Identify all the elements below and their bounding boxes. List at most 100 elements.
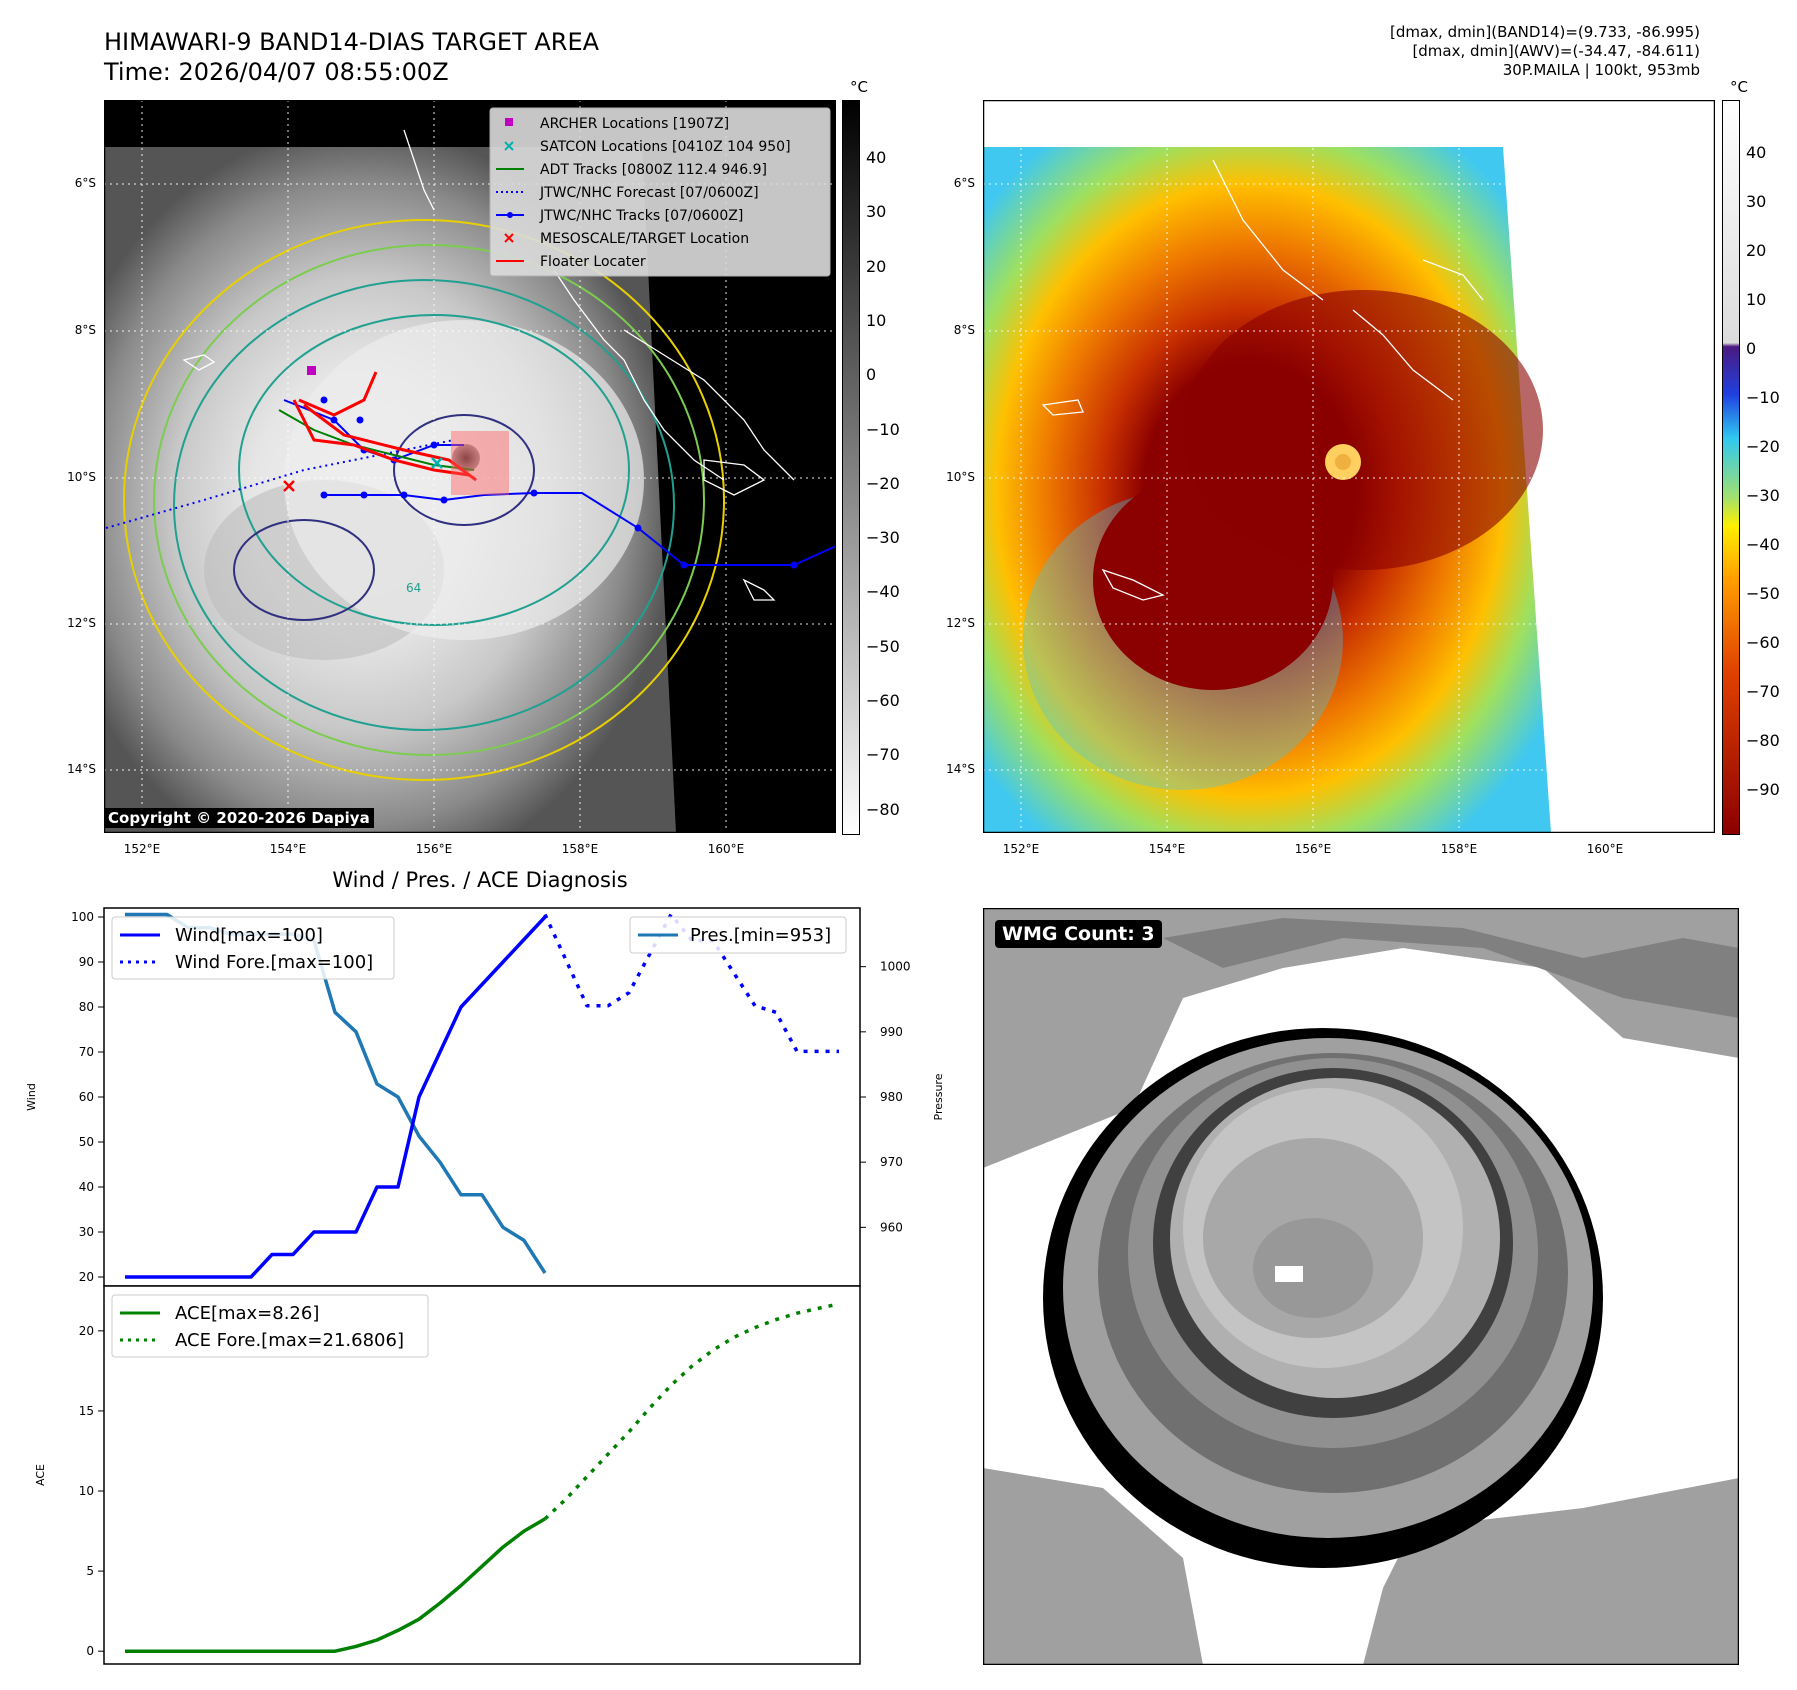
lat-tick-label: 14°S: [946, 762, 975, 776]
diag-svg: 20 30 40 50 60 70 80 90 100 960 970 980 990 1000 0 5 1…: [25, 907, 945, 1665]
wv-panel: [982, 99, 1716, 834]
wind-tick-label: 70: [79, 1045, 94, 1059]
legend-archer: ARCHER Locations [1907Z]: [540, 116, 729, 132]
lon-tick-label: 154°E: [269, 842, 307, 856]
wmg-panel: WMG Count: 3: [982, 907, 1740, 1666]
ir-panel: 64 ARCHER Locations [1907Z] SATCON Locat…: [103, 99, 837, 834]
pressure-axis-label: Pressure: [932, 1073, 945, 1120]
legend-adt: ADT Tracks [0800Z 112.4 946.9]: [540, 162, 767, 178]
diag-title: Wind / Pres. / ACE Diagnosis: [332, 868, 628, 892]
ir-colorbar-tick: −40: [866, 582, 900, 602]
ir-colorbar-tick: −50: [866, 636, 900, 656]
lon-tick-label: 156°E: [415, 842, 453, 856]
ace-tick-label: 15: [79, 1404, 94, 1418]
satcon-marker: [431, 457, 443, 469]
wv-colorbar-tick: −30: [1746, 486, 1780, 505]
wv-colorbar-tick: −40: [1746, 535, 1780, 554]
wind-tick-label: 20: [79, 1270, 94, 1284]
pressure-tick-label: 980: [880, 1090, 903, 1104]
wv-colorbar-tick: 10: [1746, 290, 1767, 309]
ir-colorbar-tick: 20: [866, 256, 887, 276]
contour-label: 64: [406, 581, 421, 595]
wv-colorbar-tick: −20: [1746, 437, 1780, 456]
legend-satcon: SATCON Locations [0410Z 104 950]: [540, 139, 791, 155]
ir-contours: [123, 219, 725, 781]
legend-mesoscale: MESOSCALE/TARGET Location: [540, 231, 749, 247]
wv-colorbar-tick: −80: [1746, 731, 1780, 750]
wv-colorbar-tick: 30: [1746, 192, 1767, 211]
ace-tick-label: 5: [86, 1564, 94, 1578]
wv-colorbar-tick: 40: [1746, 143, 1767, 162]
lon-tick-label: 156°E: [1294, 842, 1332, 856]
wv-colorbar-unit: °C: [1730, 78, 1748, 96]
copyright-label: Copyright © 2020-2026 Dapiya: [104, 808, 374, 828]
wind-axis-label: Wind: [25, 1083, 38, 1111]
lat-tick-label: 12°S: [67, 616, 96, 630]
wind-tick-label: 90: [79, 955, 94, 969]
wind-line: [125, 915, 547, 1279]
main-title: HIMAWARI-9 BAND14-DIAS TARGET AREA: [104, 28, 600, 56]
ir-colorbar-tick: 0: [866, 365, 877, 385]
wv-colorbar-tick: −60: [1746, 633, 1780, 652]
lat-tick-label: 10°S: [67, 470, 96, 484]
legend-tracks: JTWC/NHC Tracks [07/0600Z]: [539, 208, 743, 224]
lat-tick-label: 8°S: [953, 323, 975, 337]
ace-line: [125, 1517, 546, 1653]
wv-colorbar-tick: −70: [1746, 682, 1780, 701]
ir-colorbar-tick: 30: [866, 202, 887, 222]
lat-tick-label: 10°S: [946, 470, 975, 484]
wv-image: [982, 99, 1716, 834]
wv-colorbar: [1722, 100, 1740, 835]
lat-tick-label: 14°S: [67, 762, 96, 776]
awv-range: [dmax, dmin](AWV)=(-34.47, -84.611): [1412, 42, 1700, 60]
lon-tick-label: 160°E: [707, 842, 745, 856]
legend-ace-fore: ACE Fore.[max=21.6806]: [175, 1330, 404, 1351]
storm-info: 30P.MAILA | 100kt, 953mb: [1502, 61, 1700, 79]
ace-axis-label: ACE: [34, 1464, 47, 1486]
lat-tick-label: 6°S: [953, 176, 975, 190]
wv-colorbar-tick: −90: [1746, 780, 1780, 799]
lat-tick-label: 6°S: [74, 176, 96, 190]
wmg-count-badge: WMG Count: 3: [995, 920, 1162, 948]
ace-tick-label: 10: [79, 1484, 94, 1498]
time-label: Time: 2026/04/07 08:55:00Z: [104, 58, 449, 86]
wind-tick-label: 100: [71, 910, 94, 924]
ir-colorbar-tick: −80: [866, 799, 900, 819]
wv-colorbar-tick: −10: [1746, 388, 1780, 407]
legend-wind: Wind[max=100]: [175, 925, 323, 946]
ir-colorbar: [842, 100, 860, 835]
wv-colorbar-tick: 0: [1746, 339, 1757, 358]
ir-colorbar-tick: 40: [866, 148, 887, 167]
lon-tick-label: 158°E: [1440, 842, 1478, 856]
ir-image: 64 ARCHER Locations [1907Z] SATCON Locat…: [103, 99, 837, 834]
lat-tick-label: 8°S: [74, 323, 96, 337]
lon-tick-label: 152°E: [123, 842, 161, 856]
pressure-forecast-line: [543, 912, 839, 1054]
legend-floater: Floater Locater: [540, 254, 646, 270]
floater-locater: [292, 371, 477, 482]
wind-tick-label: 60: [79, 1090, 94, 1104]
wmg-eye: [1275, 1266, 1303, 1282]
ir-colorbar-tick: 10: [866, 310, 887, 330]
lon-tick-label: 160°E: [1586, 842, 1624, 856]
legend-ace: ACE[max=8.26]: [175, 1303, 319, 1324]
ir-colorbar-tick: −20: [866, 473, 900, 493]
archer-marker: [307, 366, 316, 375]
lon-tick-label: 158°E: [561, 842, 599, 856]
wind-tick-label: 30: [79, 1225, 94, 1239]
legend-forecast: JTWC/NHC Forecast [07/0600Z]: [539, 185, 759, 201]
wv-coastlines: [1041, 159, 1484, 601]
pressure-tick-label: 990: [880, 1025, 903, 1039]
ir-colorbar-tick: −70: [866, 745, 900, 765]
ace-tick-label: 20: [79, 1324, 94, 1338]
wv-colorbar-tick: −50: [1746, 584, 1780, 603]
band14-range: [dmax, dmin](BAND14)=(9.733, -86.995): [1389, 23, 1700, 41]
lon-tick-label: 152°E: [1002, 842, 1040, 856]
ace-legend: ACE[max=8.26] ACE Fore.[max=21.6806]: [111, 1294, 429, 1358]
legend-wind-fore: Wind Fore.[max=100]: [175, 952, 373, 973]
wmg-image: [982, 907, 1740, 1666]
target-box: [451, 431, 509, 495]
wv-colorbar-tick: 20: [1746, 241, 1767, 260]
wv-grid: [983, 100, 1715, 833]
eye: [452, 444, 480, 472]
